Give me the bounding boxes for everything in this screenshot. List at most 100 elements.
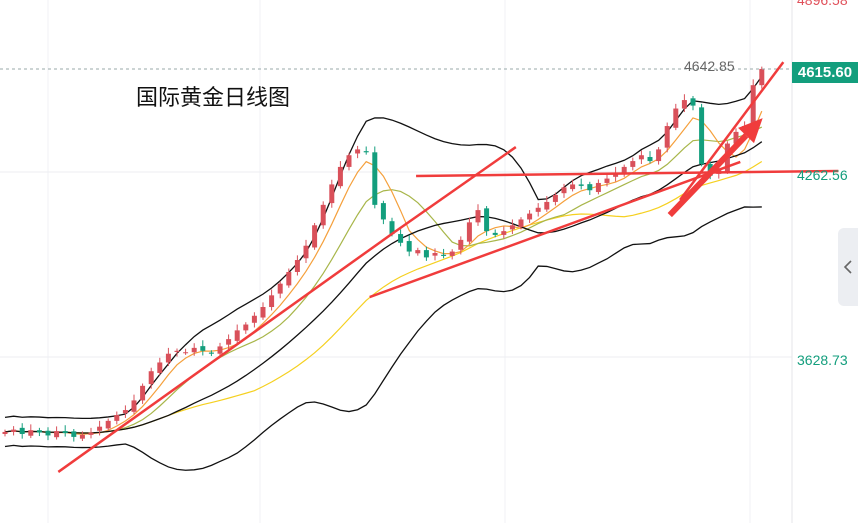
chevron-left-icon [843,260,852,274]
candle-body [28,430,34,436]
candle-body [380,203,386,220]
candle-body [664,126,670,148]
trendline [57,230,396,473]
candle-body [595,182,601,193]
candle-body [183,352,189,354]
candle-body [432,253,438,256]
candle-body [501,231,507,235]
candle-body [621,166,627,175]
candle-body [398,234,404,243]
candle-body [484,208,490,232]
candle-body [690,98,696,106]
candle-body [191,347,197,353]
candle-body [759,68,765,86]
candle-body [140,385,146,401]
candle-body [105,420,111,429]
chart-title: 国际黄金日线图 [136,85,291,110]
boll-upper-line [4,76,763,420]
candle-body [157,362,163,373]
candle-body [406,241,412,252]
candle-body [79,434,85,439]
candle-body [578,184,584,186]
boll-lower-line [4,206,762,471]
candle-body [269,295,275,308]
arrow-head [738,118,763,144]
candle-body [251,315,257,323]
trendline [416,169,839,178]
last-price-badge: 4615.60 [792,62,858,83]
candle-body [320,204,326,226]
candle-body [346,155,352,167]
candle-body [561,187,567,194]
candle-body [114,415,120,421]
candle-body [638,155,644,160]
candle-body [544,201,550,210]
y-tick-label: 4896.58 [797,0,848,8]
candle-body [2,431,8,434]
candle-body [208,352,214,354]
candle-body [681,100,687,109]
candle-body [423,250,429,258]
candle-body [647,156,653,162]
candle-body [71,431,77,437]
candle-body [277,283,283,294]
candle-body [363,151,369,153]
candle-body [131,400,137,412]
collapse-panel-button[interactable] [838,228,858,306]
candle-body [466,222,472,242]
candle-body [243,324,249,331]
candle-body [294,260,300,272]
candle-body [88,432,94,435]
candle-body [260,307,266,318]
candle-body [509,225,515,230]
candle-body [312,225,318,248]
candle-body [174,350,180,352]
candle-body [36,430,42,433]
candle-body [200,346,206,351]
candle-body [11,429,17,432]
candle-body [733,131,739,144]
candle-body [337,166,343,187]
candle-body [97,426,103,431]
candle-body [415,250,421,254]
candle-body [165,353,171,363]
candle-body [148,371,154,385]
trendline [679,61,785,201]
candle-body [62,431,68,434]
candle-body [217,346,223,354]
high-marker-label: 4642.85 [684,58,735,74]
ma10-line [4,126,763,434]
candle-body [54,431,60,438]
candle-body [604,178,610,183]
trendline [393,146,517,234]
candle-body [475,210,481,223]
trendline [369,160,741,299]
candle-body [656,149,662,162]
candle-body [750,85,756,128]
y-tick-label: 3628.73 [797,352,848,368]
candle-body [355,149,361,154]
candle-body [570,184,576,190]
candle-body [19,427,25,434]
candle-body [630,161,636,167]
candle-body [226,339,232,345]
candle-body [122,410,128,414]
candle-body [389,221,395,235]
candle-body [286,271,292,286]
candle-body [552,194,558,202]
candle-body [535,207,541,212]
candle-body [329,184,335,204]
candle-body [673,108,679,128]
candle-body [441,254,447,256]
arrow-shaft [667,133,749,218]
candle-body [449,251,455,256]
candle-body [234,330,240,341]
candle-body [587,184,593,191]
candle-body [372,152,378,205]
candle-body [699,107,705,164]
candle-body [458,239,464,250]
candle-body [527,213,533,220]
ma5-line [4,110,763,435]
candle-body [303,245,309,259]
